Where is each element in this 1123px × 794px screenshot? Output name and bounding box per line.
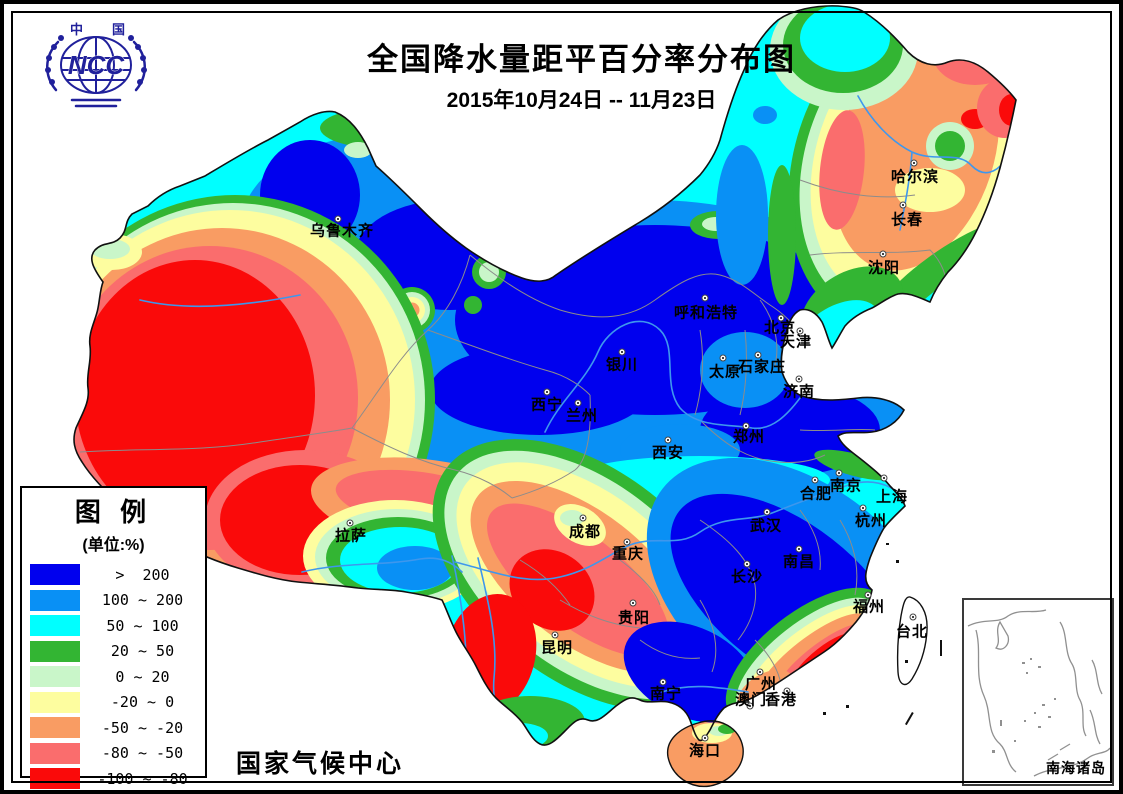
logo-char-left: 中 <box>70 22 83 37</box>
mainland-outline <box>73 5 1017 746</box>
legend-range-label: 100 ~ 200 <box>101 591 184 610</box>
legend-swatch <box>30 564 80 586</box>
legend-range-label: 20 ~ 50 <box>110 642 175 661</box>
inset-map <box>967 609 1111 777</box>
map-title: 全国降水量距平百分率分布图 <box>367 42 796 77</box>
legend-row: 20 ~ 50 <box>22 639 205 665</box>
legend-row: > 200 <box>22 562 205 588</box>
legend-range-label: 50 ~ 100 <box>106 616 179 635</box>
agency-credit: 国家气候中心 <box>236 750 405 778</box>
legend-row: 100 ~ 200 <box>22 588 205 614</box>
legend-range-label: -50 ~ -20 <box>101 718 184 737</box>
legend-range-label: > 200 <box>115 565 170 584</box>
rivers <box>139 95 1005 733</box>
legend-range-label: -20 ~ 0 <box>110 693 175 712</box>
legend-range-label: -100 ~ -80 <box>97 769 188 788</box>
wreath-leaves <box>45 35 147 85</box>
south-china-sea-inset: 南海诸岛 <box>962 598 1114 786</box>
legend-swatch <box>30 691 80 713</box>
ncc-logo: 中 国 NCC <box>45 22 147 108</box>
legend-swatch <box>30 768 80 790</box>
legend-swatch <box>30 666 80 688</box>
logo-ncc-text: NCC <box>68 50 126 80</box>
legend-swatch <box>30 742 80 764</box>
legend-row: 0 ~ 20 <box>22 664 205 690</box>
legend-row: -50 ~ -20 <box>22 715 205 741</box>
legend-swatch <box>30 589 80 611</box>
globe-icon <box>60 36 132 94</box>
legend-swatch <box>30 640 80 662</box>
legend-range-label: -80 ~ -50 <box>101 744 184 763</box>
legend-swatch <box>30 615 80 637</box>
map-date-range: 2015年10月24日 -- 11月23日 <box>446 89 717 112</box>
taiwan-island <box>896 596 928 686</box>
legend-row: -80 ~ -50 <box>22 741 205 767</box>
legend-row: -100 ~ -80 <box>22 766 205 792</box>
inset-islets <box>992 658 1056 753</box>
wreath-base <box>70 98 122 108</box>
legend-swatch <box>30 717 80 739</box>
legend-range-label: 0 ~ 20 <box>115 667 170 686</box>
legend-rows: > 200 100 ~ 200 50 ~ 100 20 ~ 50 0 ~ 20 -20 ~… <box>22 562 205 792</box>
coastal-islets <box>823 543 942 726</box>
legend-box: 图 例 (单位:%) > 200 100 ~ 200 50 ~ 100 20 ~ 50… <box>20 486 207 790</box>
inset-label: 南海诸岛 <box>1046 760 1106 776</box>
legend-unit: (单位:%) <box>82 537 145 554</box>
logo-char-right: 国 <box>112 22 125 37</box>
hainan-outline <box>666 720 744 788</box>
legend-title: 图 例 <box>74 497 153 527</box>
legend-row: -20 ~ 0 <box>22 690 205 716</box>
legend-row: 50 ~ 100 <box>22 613 205 639</box>
